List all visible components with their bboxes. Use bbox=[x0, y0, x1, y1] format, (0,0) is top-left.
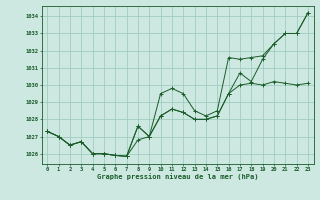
X-axis label: Graphe pression niveau de la mer (hPa): Graphe pression niveau de la mer (hPa) bbox=[97, 173, 258, 180]
